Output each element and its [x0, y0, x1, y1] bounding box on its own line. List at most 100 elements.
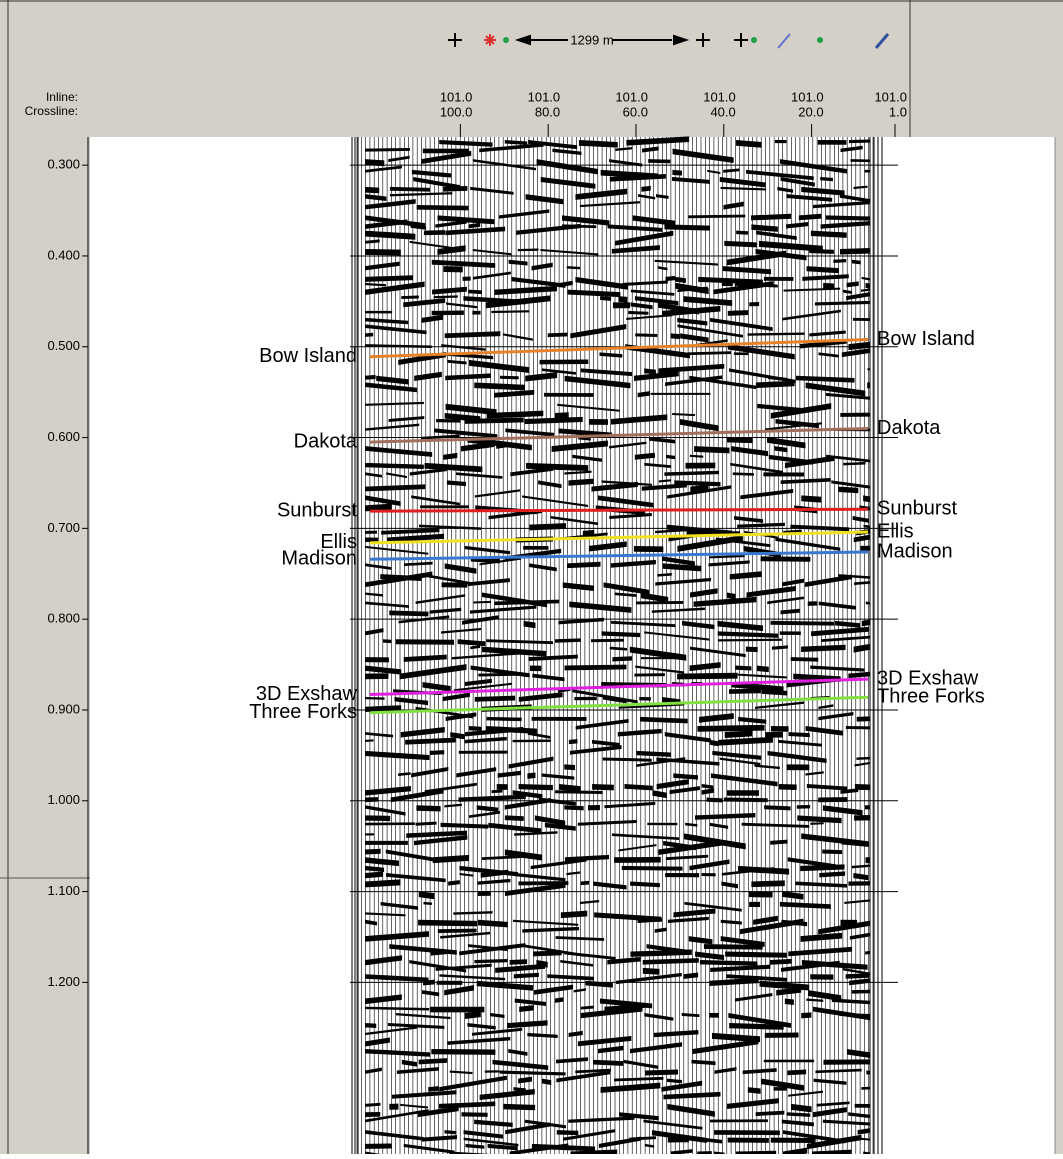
time-tick-label: 0.700: [47, 520, 80, 535]
wavelet: [780, 631, 801, 635]
wavelet: [852, 990, 870, 994]
wavelet: [431, 1049, 495, 1055]
wavelet: [851, 159, 870, 162]
wavelet: [840, 248, 870, 254]
wavelet: [569, 739, 578, 744]
wavelet: [365, 1023, 376, 1028]
wavelet: [853, 318, 870, 321]
wavelet: [389, 1104, 398, 1110]
wavelet: [614, 857, 661, 863]
wavelet: [643, 968, 660, 975]
wavelet: [775, 140, 787, 143]
wavelet: [710, 1119, 768, 1122]
wavelet: [707, 798, 723, 803]
wavelet: [647, 823, 677, 825]
wavelet: [727, 790, 759, 795]
wavelet: [557, 1130, 579, 1135]
wavelet: [774, 1087, 787, 1091]
wavelet: [672, 170, 682, 176]
wavelet: [395, 639, 454, 645]
icon: [751, 37, 757, 43]
wavelet: [645, 1070, 678, 1076]
wavelet: [416, 805, 440, 811]
wavelet: [686, 463, 716, 469]
wavelet: [510, 959, 527, 964]
horizon-label: Dakota: [294, 430, 358, 452]
wavelet: [810, 974, 833, 980]
horizon-label: Madison: [281, 548, 357, 570]
time-tick-label: 0.800: [47, 611, 80, 626]
wavelet: [809, 249, 834, 254]
wavelet: [442, 582, 468, 587]
wavelet: [764, 1060, 814, 1063]
wavelet: [424, 230, 445, 235]
wavelet: [540, 359, 589, 364]
icon: [503, 37, 509, 43]
wavelet: [622, 866, 683, 871]
wavelet: [365, 822, 415, 825]
wavelet: [823, 1059, 870, 1064]
wavelet: [751, 880, 784, 887]
wavelet: [472, 311, 480, 315]
wavelet: [592, 784, 614, 790]
wavelet: [761, 556, 811, 561]
wavelet: [497, 784, 508, 790]
wavelet: [855, 1104, 870, 1108]
crossline-tick-label: 20.0: [798, 104, 823, 119]
wavelet: [459, 751, 508, 754]
wavelet: [764, 277, 794, 281]
wavelet: [771, 1138, 816, 1143]
crossline-tick-label: 100.0: [440, 104, 473, 119]
wavelet: [749, 302, 759, 306]
time-tick-label: 1.000: [47, 792, 80, 807]
horizon-label: Three Forks: [877, 686, 985, 708]
wavelet: [818, 140, 847, 145]
wavelet: [463, 277, 471, 281]
crossline-tick-label: 40.0: [710, 104, 735, 119]
time-tick-label: 0.400: [47, 247, 80, 262]
horizon-label: Madison: [877, 540, 953, 562]
wavelet: [591, 639, 624, 642]
crossline-label: Crossline:: [25, 104, 78, 118]
wavelet: [704, 944, 763, 949]
wavelet: [724, 798, 768, 803]
wavelet: [861, 1087, 870, 1090]
horizon-label: Ellis: [877, 520, 914, 542]
wavelet: [866, 857, 870, 863]
wavelet: [734, 352, 749, 355]
wavelet: [613, 302, 630, 308]
horizon-label: Dakota: [877, 417, 941, 439]
wavelet: [365, 249, 401, 256]
wavelet: [822, 849, 842, 854]
wavelet: [722, 283, 733, 286]
wavelet: [532, 717, 587, 721]
wavelet: [665, 873, 699, 877]
wavelet: [430, 1007, 484, 1013]
wavelet: [648, 159, 670, 163]
wavelet: [729, 689, 762, 694]
wavelet: [588, 805, 600, 810]
wavelet: [840, 413, 870, 417]
time-tick-label: 0.600: [47, 429, 80, 444]
wavelet: [436, 419, 461, 423]
wavelet: [530, 666, 541, 672]
wavelet: [668, 1137, 689, 1142]
wavelet: [865, 951, 870, 955]
horizon-label: Sunburst: [277, 499, 357, 521]
wavelet: [564, 764, 575, 770]
crossline-tick-label: 1.0: [889, 104, 907, 119]
seismic-traces: [357, 136, 873, 1154]
wavelet: [849, 139, 870, 143]
wavelet: [505, 815, 524, 821]
wavelet: [438, 929, 477, 933]
wavelet: [469, 726, 482, 731]
wavelet: [765, 732, 782, 738]
wavelet: [444, 266, 463, 272]
wavelet: [848, 881, 870, 886]
scale-label: 1299 m: [570, 32, 613, 47]
wavelet: [702, 873, 716, 876]
wavelet: [523, 546, 548, 550]
crossline-tick-label: 60.0: [623, 104, 648, 119]
wavelet: [697, 725, 764, 732]
